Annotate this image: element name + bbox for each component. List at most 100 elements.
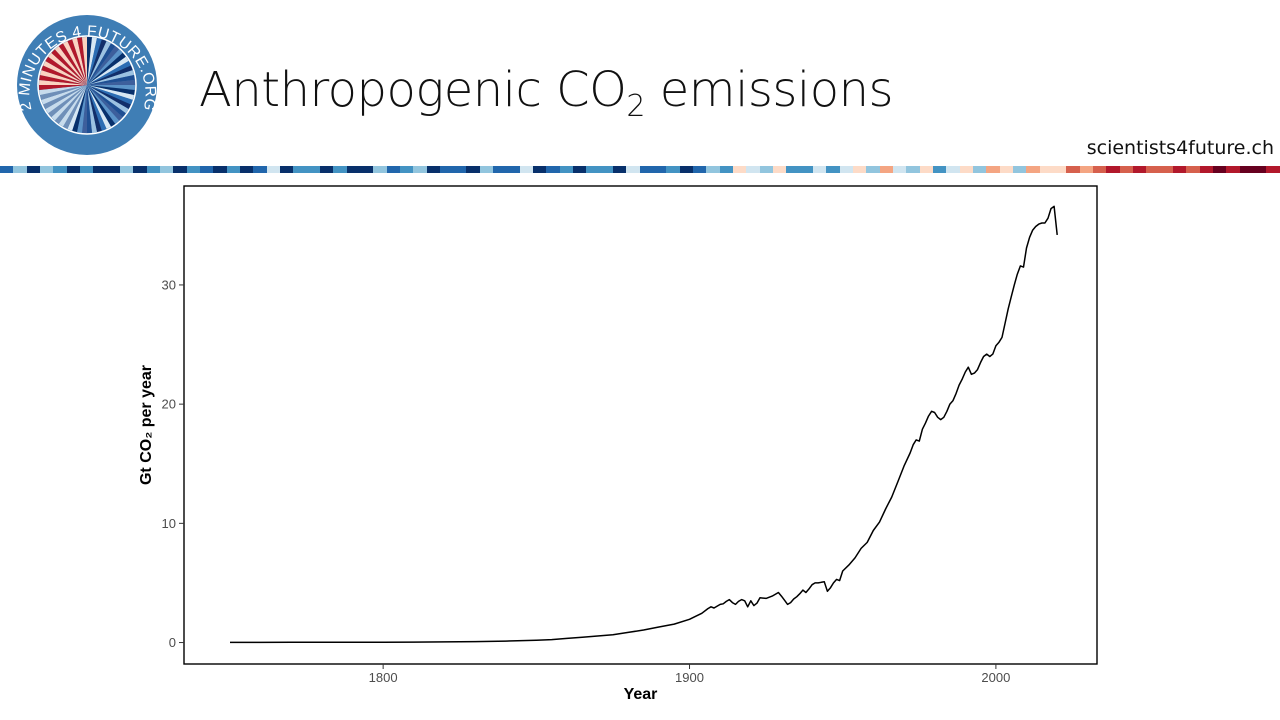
warming-stripe bbox=[173, 166, 187, 173]
warming-stripe bbox=[386, 166, 400, 173]
logo-wedge bbox=[58, 85, 87, 127]
warming-stripe bbox=[892, 166, 907, 173]
warming-stripe bbox=[1092, 166, 1107, 173]
warming-stripe bbox=[1106, 166, 1120, 173]
logo-wedge bbox=[48, 85, 87, 118]
logo-wedge bbox=[43, 85, 87, 109]
warming-stripe bbox=[986, 166, 1000, 173]
logo-wedge bbox=[87, 61, 131, 85]
warming-stripe bbox=[906, 166, 920, 173]
logo-wedge bbox=[81, 36, 87, 85]
warming-stripe bbox=[972, 166, 987, 173]
logo-wedge bbox=[87, 41, 111, 85]
warming-stripe bbox=[453, 166, 467, 173]
warming-stripe bbox=[1212, 166, 1227, 173]
warming-stripe bbox=[66, 166, 80, 173]
y-tick-label: 20 bbox=[162, 397, 176, 412]
warming-stripe bbox=[133, 166, 147, 173]
logo-wedge bbox=[87, 36, 93, 85]
warming-stripe bbox=[1186, 166, 1200, 173]
warming-stripe bbox=[426, 166, 440, 173]
warming-stripe bbox=[13, 166, 27, 173]
warming-stripe bbox=[586, 166, 600, 173]
warming-stripe bbox=[466, 166, 480, 173]
warming-stripe bbox=[493, 166, 507, 173]
warming-stripe bbox=[666, 166, 680, 173]
logo-wedge bbox=[48, 52, 87, 85]
warming-stripe bbox=[573, 166, 587, 173]
warming-stripe bbox=[613, 166, 627, 173]
warming-stripe bbox=[439, 166, 454, 173]
logo-wedge bbox=[41, 85, 87, 105]
logo-wedge bbox=[87, 85, 129, 114]
warming-stripe bbox=[1146, 166, 1160, 173]
warming-stripe bbox=[373, 166, 387, 173]
x-tick-label: 2000 bbox=[981, 670, 1010, 685]
site-link[interactable]: scientists4future.ch bbox=[1086, 137, 1274, 159]
warming-stripe bbox=[959, 166, 973, 173]
warming-stripe bbox=[346, 166, 360, 173]
logo-wedge bbox=[87, 65, 133, 85]
y-tick-label: 0 bbox=[169, 635, 176, 650]
warming-stripe bbox=[733, 166, 747, 173]
logo-wedge bbox=[43, 61, 87, 85]
warming-stripe bbox=[693, 166, 707, 173]
warming-stripe bbox=[879, 166, 893, 173]
warming-stripe bbox=[639, 166, 654, 173]
logo-wedge bbox=[77, 85, 87, 133]
y-tick-label: 10 bbox=[162, 516, 176, 531]
warming-stripe bbox=[546, 166, 560, 173]
warming-stripe bbox=[559, 166, 574, 173]
logo-wedge bbox=[77, 37, 87, 85]
warming-stripe bbox=[826, 166, 840, 173]
logo-wedge bbox=[54, 46, 87, 85]
warming-stripe bbox=[106, 166, 120, 173]
warming-stripe bbox=[146, 166, 160, 173]
warming-stripe bbox=[1266, 166, 1280, 173]
plot-panel-border bbox=[183, 185, 1098, 665]
warming-stripe bbox=[359, 166, 374, 173]
warming-stripe bbox=[266, 166, 280, 173]
logo-wedge bbox=[87, 85, 134, 100]
warming-stripe bbox=[506, 166, 520, 173]
warming-stripe bbox=[199, 166, 214, 173]
logo-warming-wheel bbox=[38, 36, 135, 133]
warming-stripe bbox=[946, 166, 960, 173]
logo-wedge bbox=[87, 75, 135, 85]
warming-stripe bbox=[1012, 166, 1027, 173]
logo-wedge bbox=[58, 43, 87, 85]
warming-stripe bbox=[1119, 166, 1133, 173]
logo-wedge bbox=[67, 39, 87, 85]
warming-stripe bbox=[39, 166, 54, 173]
logo-wedge bbox=[87, 85, 123, 121]
logo-wedge bbox=[87, 39, 107, 85]
logo-wedge bbox=[87, 56, 129, 85]
warming-stripe bbox=[1159, 166, 1173, 173]
warming-stripe bbox=[706, 166, 720, 173]
warming-stripe bbox=[53, 166, 67, 173]
warming-stripe bbox=[932, 166, 947, 173]
warming-stripe bbox=[773, 166, 787, 173]
warming-stripe bbox=[213, 166, 227, 173]
logo-wedge bbox=[39, 85, 87, 95]
warming-stripe bbox=[293, 166, 307, 173]
warming-stripe bbox=[519, 166, 534, 173]
warming-stripe bbox=[306, 166, 320, 173]
warming-stripe bbox=[1026, 166, 1040, 173]
logo-wedge bbox=[39, 75, 87, 85]
logo-wedge bbox=[87, 85, 111, 129]
logo-wedge bbox=[63, 41, 87, 85]
logo-wedge bbox=[40, 70, 87, 85]
warming-stripe bbox=[1172, 166, 1187, 173]
logo-wedge bbox=[87, 85, 131, 109]
warming-stripe bbox=[679, 166, 694, 173]
warming-stripe bbox=[79, 166, 94, 173]
warming-stripe bbox=[1226, 166, 1240, 173]
logo-wedge bbox=[87, 46, 120, 85]
warming-stripe bbox=[813, 166, 827, 173]
warming-stripe bbox=[1079, 166, 1093, 173]
warming-stripe bbox=[1132, 166, 1147, 173]
y-axis-title: Gt CO₂ per year bbox=[138, 365, 155, 485]
warming-stripe bbox=[626, 166, 640, 173]
